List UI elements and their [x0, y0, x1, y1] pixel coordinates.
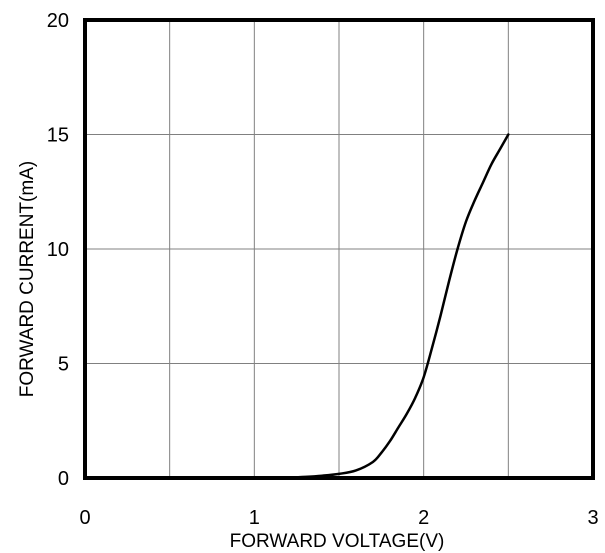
plot-series: [270, 133, 510, 480]
x-tick-label-1: 1: [249, 507, 260, 529]
y-tick-label-2: 10: [47, 239, 69, 261]
x-tick-label-0: 0: [79, 507, 90, 529]
grid-lines: [85, 20, 593, 478]
x-tick-label-3: 3: [587, 507, 598, 529]
series-line-0: [270, 133, 510, 480]
y-tick-label-0: 0: [58, 468, 69, 490]
x-axis-label: FORWARD VOLTAGE(V): [230, 531, 445, 552]
y-tick-label-4: 20: [47, 10, 69, 32]
y-tick-label-1: 5: [58, 354, 69, 376]
tick-labels: 0 1 2 3 0 5 10 15 20: [47, 10, 599, 529]
y-tick-label-3: 15: [47, 125, 69, 147]
plot-area-frame: [83, 18, 595, 480]
y-axis-label: FORWARD CURRENT(mA): [17, 161, 38, 397]
x-tick-label-2: 2: [418, 507, 429, 529]
